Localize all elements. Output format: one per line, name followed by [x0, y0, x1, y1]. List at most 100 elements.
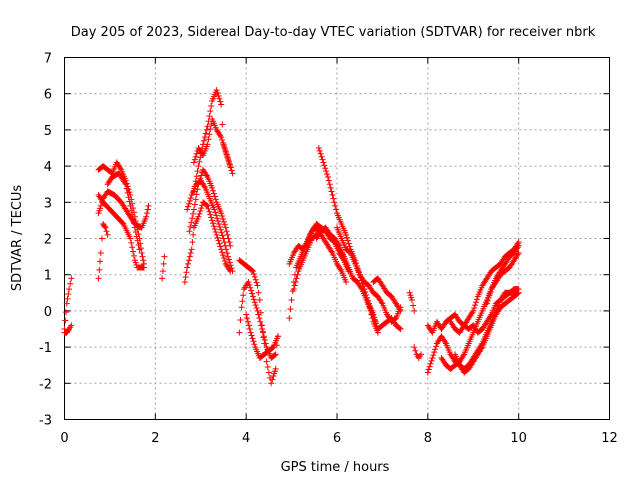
data-point — [65, 327, 72, 334]
data-point — [68, 275, 75, 282]
data-point — [124, 189, 131, 196]
data-point — [272, 365, 279, 372]
data-point — [240, 292, 247, 299]
data-point — [251, 341, 258, 348]
data-point — [219, 249, 226, 256]
data-point — [184, 206, 191, 213]
data-point — [228, 265, 235, 272]
data-points — [61, 87, 522, 387]
data-point — [222, 148, 229, 155]
data-point — [486, 291, 493, 298]
data-point — [424, 369, 431, 376]
data-point — [226, 160, 233, 167]
y-tick-label: 6 — [44, 88, 52, 103]
data-point — [287, 306, 294, 313]
data-point — [371, 314, 378, 321]
data-point — [206, 208, 213, 215]
data-point — [210, 187, 217, 194]
data-point — [237, 316, 244, 323]
data-point — [263, 358, 270, 365]
data-point — [229, 170, 236, 177]
data-point — [362, 289, 369, 296]
data-point — [130, 215, 137, 222]
data-point — [247, 284, 254, 291]
data-point — [343, 278, 350, 285]
data-point — [343, 231, 350, 238]
data-point — [193, 191, 200, 198]
data-point — [248, 332, 255, 339]
data-point — [211, 193, 218, 200]
data-point — [185, 203, 192, 210]
data-point — [343, 234, 350, 241]
data-point — [254, 282, 261, 289]
data-point — [62, 317, 69, 324]
data-point — [103, 228, 110, 235]
data-point — [245, 278, 252, 285]
data-point — [195, 181, 202, 188]
data-point — [219, 213, 226, 220]
x-tick-label: 10 — [510, 431, 527, 446]
data-point — [133, 233, 140, 240]
data-point — [333, 206, 340, 213]
data-point — [203, 172, 210, 179]
data-point — [227, 163, 234, 170]
data-point — [397, 307, 404, 314]
data-point — [324, 173, 331, 180]
data-point — [418, 351, 425, 358]
data-point — [268, 380, 275, 387]
data-point — [331, 199, 338, 206]
data-point — [227, 262, 234, 269]
data-point — [229, 268, 236, 275]
data-point — [274, 333, 281, 340]
y-axis-label: SDTVAR / TECUs — [10, 185, 25, 292]
data-point — [195, 163, 202, 170]
data-point — [97, 249, 104, 256]
data-point — [514, 251, 521, 258]
y-tick-label: 7 — [44, 52, 52, 67]
data-point — [135, 242, 142, 249]
data-point — [122, 181, 129, 188]
data-point — [214, 89, 221, 96]
data-point — [204, 202, 211, 209]
data-point — [515, 289, 522, 296]
data-point — [222, 224, 229, 231]
data-point — [358, 284, 365, 291]
data-point — [318, 153, 325, 160]
data-point — [225, 256, 232, 263]
data-point — [215, 237, 222, 244]
data-point — [323, 168, 330, 175]
data-point — [236, 329, 243, 336]
y-tick-label: 0 — [44, 305, 52, 320]
data-point — [293, 275, 300, 282]
data-point — [220, 215, 227, 222]
data-point — [189, 239, 196, 246]
data-point — [212, 228, 219, 235]
data-point — [272, 351, 279, 358]
data-point — [332, 202, 339, 209]
data-point — [64, 295, 71, 302]
data-point — [215, 92, 222, 99]
data-point — [188, 246, 195, 253]
data-point — [129, 211, 136, 218]
data-point — [190, 231, 197, 238]
data-point — [188, 219, 195, 226]
data-point — [159, 275, 166, 282]
data-point — [290, 286, 297, 293]
data-point — [117, 165, 124, 172]
data-point — [190, 206, 197, 213]
data-point — [192, 153, 199, 160]
data-point — [514, 244, 521, 251]
data-point — [223, 151, 230, 158]
data-point — [139, 253, 146, 260]
data-point — [184, 264, 191, 271]
y-tick-label: 2 — [44, 233, 52, 248]
data-point — [213, 231, 220, 238]
data-point — [248, 287, 255, 294]
data-point — [253, 279, 260, 286]
data-point — [324, 171, 331, 178]
data-point — [226, 239, 233, 246]
data-point — [250, 296, 257, 303]
chart-title: Day 205 of 2023, Sidereal Day-to-day VTE… — [71, 25, 596, 40]
data-point — [131, 224, 138, 231]
data-point — [328, 248, 335, 255]
